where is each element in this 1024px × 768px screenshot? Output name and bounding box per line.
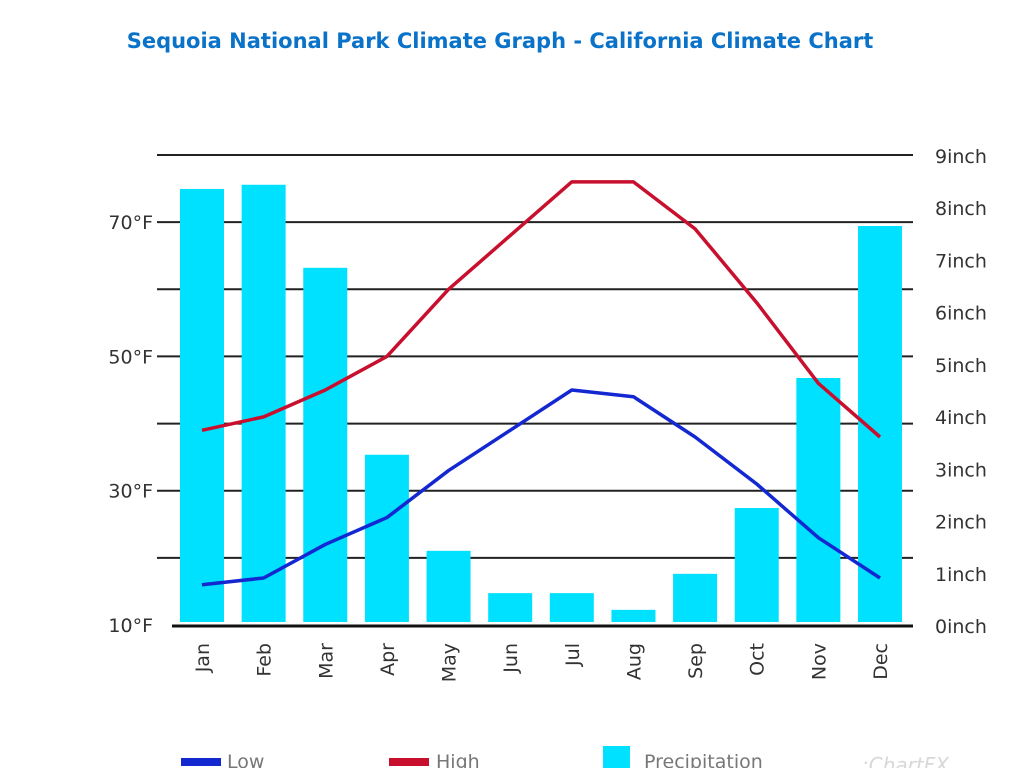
right-axis-ticks: 0inch 1inch 2inch 3inch 4inch 5inch 6inch 7inch…	[935, 146, 987, 638]
precipitation-bar-apr	[364, 454, 409, 622]
right-axis-tick-label: 6inch	[935, 303, 987, 325]
x-axis-label-mar: Mar	[315, 643, 337, 679]
x-axis-label-apr: Apr	[377, 643, 399, 676]
legend-high-swatch	[389, 758, 429, 766]
precipitation-bar-oct	[734, 508, 779, 622]
right-axis-tick-label: 5inch	[935, 355, 987, 377]
x-axis-label-jan: Jan	[192, 643, 214, 673]
x-axis-label-oct: Oct	[747, 643, 769, 676]
x-axis-label-feb: Feb	[254, 643, 276, 677]
right-axis-tick-label: 8inch	[935, 198, 987, 220]
x-axis-labels: Jan Feb Mar Apr May Jun Jul Aug Sep Oct Nov Dec	[192, 643, 892, 682]
x-axis-label-jul: Jul	[562, 643, 584, 667]
legend-low-swatch	[181, 758, 221, 766]
x-axis-label-nov: Nov	[808, 643, 830, 680]
right-axis-tick-label: 4inch	[935, 407, 987, 429]
right-axis-tick-label: 1inch	[935, 564, 987, 586]
right-axis-tick-label: 3inch	[935, 459, 987, 481]
x-axis-label-may: May	[439, 643, 461, 682]
precipitation-bar-jun	[488, 593, 533, 622]
precipitation-bars	[180, 184, 902, 622]
left-axis-tick-label: 70°F	[108, 212, 153, 234]
low-temperature-line	[201, 388, 881, 587]
precipitation-bar-jan	[180, 188, 224, 622]
precipitation-bar-mar	[303, 267, 348, 622]
temperature-lines	[201, 180, 882, 587]
right-axis-tick-label: 2inch	[935, 512, 987, 534]
legend: Low High Precipitation	[181, 746, 763, 768]
precipitation-bar-nov	[796, 377, 841, 622]
chartfx-watermark: :ChartFX	[862, 753, 950, 768]
x-axis-label-aug: Aug	[623, 643, 645, 680]
right-axis-tick-label: 0inch	[935, 616, 987, 638]
precipitation-bar-feb	[241, 184, 286, 622]
legend-precipitation-label: Precipitation	[644, 751, 763, 768]
right-axis-tick-label: 7inch	[935, 250, 987, 272]
legend-precipitation-swatch	[603, 746, 630, 768]
precipitation-bar-may	[426, 550, 471, 622]
legend-high-label: High	[436, 751, 480, 768]
x-axis-label-sep: Sep	[685, 643, 707, 679]
left-axis-tick-label: 30°F	[108, 481, 153, 503]
precipitation-bar-aug	[611, 609, 656, 622]
right-axis-tick-label: 9inch	[935, 146, 987, 168]
left-axis-tick-label: 10°F	[108, 615, 153, 637]
legend-low-label: Low	[227, 751, 264, 768]
high-temperature-line	[201, 180, 882, 439]
x-axis-label-jun: Jun	[500, 643, 522, 674]
precipitation-bar-sep	[673, 573, 718, 622]
left-axis-tick-label: 50°F	[108, 346, 153, 368]
x-axis-label-dec: Dec	[870, 643, 892, 680]
precipitation-bar-jul	[549, 593, 594, 622]
left-axis-ticks: 10°F 30°F 50°F 70°F	[108, 212, 153, 637]
chart-title: Sequoia National Park Climate Graph - Ca…	[126, 29, 874, 53]
